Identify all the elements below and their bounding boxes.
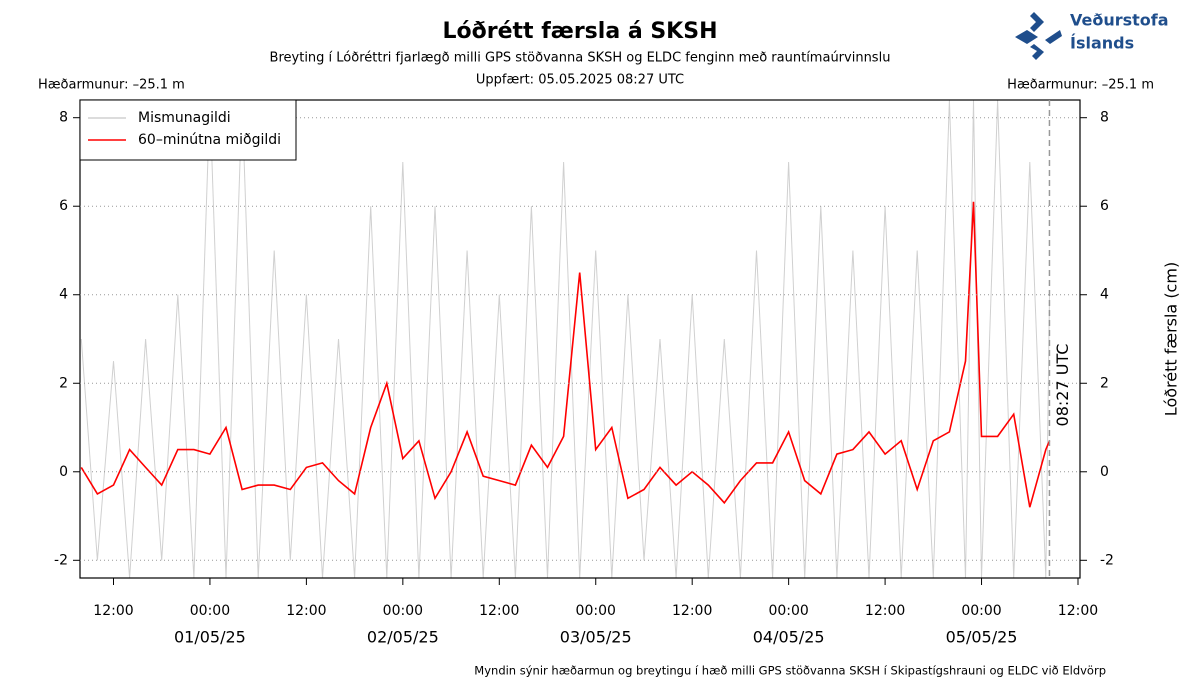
data-line — [80, 100, 1050, 578]
updated-text: Uppfært: 05.05.2025 08:27 UTC — [476, 73, 684, 88]
y2-tick-label: 0 — [1100, 464, 1109, 480]
y-tick-label: 8 — [59, 110, 68, 126]
y2-tick-label: 4 — [1100, 287, 1109, 303]
logo-icon — [1015, 12, 1062, 60]
height-difference-left: Hæðarmunur: –25.1 m — [38, 78, 185, 93]
x-day-label: 04/05/25 — [753, 628, 825, 647]
plot-frame — [79, 99, 1081, 579]
y-tick-label: 2 — [59, 375, 68, 391]
logo-text: Veðurstofa — [1070, 11, 1169, 30]
chart-subtitle: Breyting í Lóðréttri fjarlægð milli GPS … — [270, 51, 891, 66]
height-difference-right: Hæðarmunur: –25.1 m — [1007, 78, 1154, 93]
x-tick-label: 00:00 — [383, 603, 423, 619]
x-tick-label: 00:00 — [190, 603, 230, 619]
y-tick-label: 6 — [59, 198, 68, 214]
x-day-label: 03/05/25 — [560, 628, 632, 647]
x-tick-label: 12:00 — [865, 603, 905, 619]
x-day-label: 02/05/25 — [367, 628, 439, 647]
y-tick-label: 0 — [59, 464, 68, 480]
x-tick-label: 00:00 — [768, 603, 808, 619]
legend-label: 60–minútna miðgildi — [138, 132, 281, 148]
x-tick-label: 00:00 — [576, 603, 616, 619]
footer-note: Myndin sýnir hæðarmun og breytingu í hæð… — [474, 664, 1106, 678]
legend-box — [79, 99, 297, 161]
x-tick-label: 12:00 — [286, 603, 326, 619]
x-tick-label: 12:00 — [672, 603, 712, 619]
y2-tick-label: 2 — [1100, 375, 1109, 391]
y2-tick-label: 6 — [1100, 198, 1109, 214]
x-tick-label: 12:00 — [93, 603, 133, 619]
x-tick-label: 12:00 — [479, 603, 519, 619]
x-tick-label: 12:00 — [1058, 603, 1098, 619]
y-tick-label: 4 — [59, 287, 68, 303]
y-axis-label: Lóðrétt færsla (cm) — [1162, 262, 1181, 416]
now-label: 08:27 UTC — [1053, 344, 1072, 427]
y2-tick-label: -2 — [1100, 552, 1114, 568]
x-day-label: 05/05/25 — [946, 628, 1018, 647]
y-tick-label: -2 — [54, 552, 68, 568]
chart-title: Lóðrétt færsla á SKSH — [443, 19, 718, 44]
data-line — [80, 201, 1051, 508]
y2-tick-label: 8 — [1100, 110, 1109, 126]
logo-text: Íslands — [1070, 34, 1134, 53]
legend-label: Mismunagildi — [138, 110, 231, 126]
x-day-label: 01/05/25 — [174, 628, 246, 647]
plot-area — [80, 100, 1051, 578]
x-tick-label: 00:00 — [961, 603, 1001, 619]
